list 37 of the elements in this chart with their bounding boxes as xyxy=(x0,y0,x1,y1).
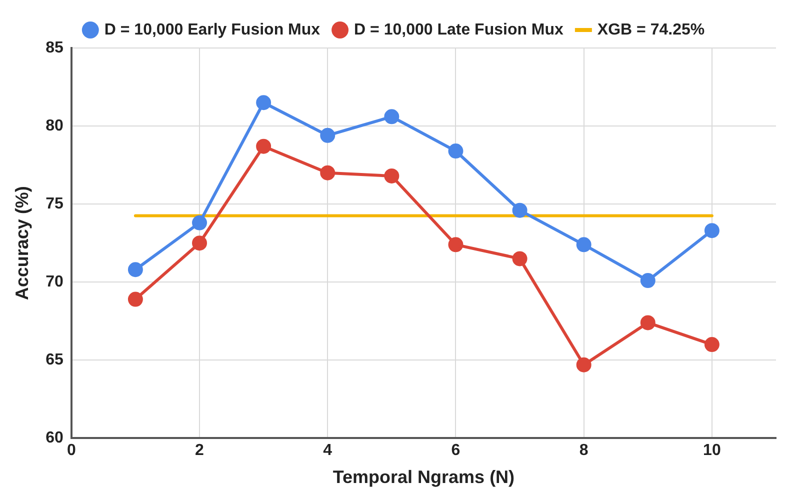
point xyxy=(320,128,336,143)
point xyxy=(128,262,143,278)
x-tick-label: 2 xyxy=(195,442,204,460)
y-tick-label: 80 xyxy=(46,117,64,134)
x-tick-label: 10 xyxy=(703,442,721,460)
y-tick-label: 70 xyxy=(46,274,64,291)
point xyxy=(512,202,528,218)
point xyxy=(704,337,720,352)
point xyxy=(640,315,656,330)
point xyxy=(640,273,656,288)
y-tick-label: 60 xyxy=(46,430,64,447)
point xyxy=(256,138,272,154)
y-tick-label: 85 xyxy=(46,39,64,56)
y-tick-label: 75 xyxy=(46,195,64,212)
x-tick-label: 0 xyxy=(66,442,76,460)
x-tick-label: 8 xyxy=(579,442,588,460)
point xyxy=(128,292,143,307)
point xyxy=(576,357,592,372)
point xyxy=(512,251,528,266)
point xyxy=(256,95,272,110)
point xyxy=(384,168,400,184)
x-tick-label: 6 xyxy=(451,442,460,460)
x-tick-label: 4 xyxy=(323,442,332,460)
point xyxy=(384,109,400,124)
point xyxy=(320,165,336,180)
point xyxy=(192,215,208,230)
legend-label: D = 10,000 Early Fusion Mux xyxy=(104,21,320,38)
point xyxy=(192,236,208,251)
y-axis-title: Accuracy (%) xyxy=(12,186,32,300)
point xyxy=(576,237,592,252)
point xyxy=(448,237,464,252)
point xyxy=(448,144,464,159)
point xyxy=(704,223,720,238)
legend-label: D = 10,000 Late Fusion Mux xyxy=(354,21,564,38)
y-tick-label: 65 xyxy=(46,352,64,369)
legend-label: XGB = 74.25% xyxy=(597,21,705,38)
x-axis-title: Temporal Ngrams (N) xyxy=(332,467,515,488)
